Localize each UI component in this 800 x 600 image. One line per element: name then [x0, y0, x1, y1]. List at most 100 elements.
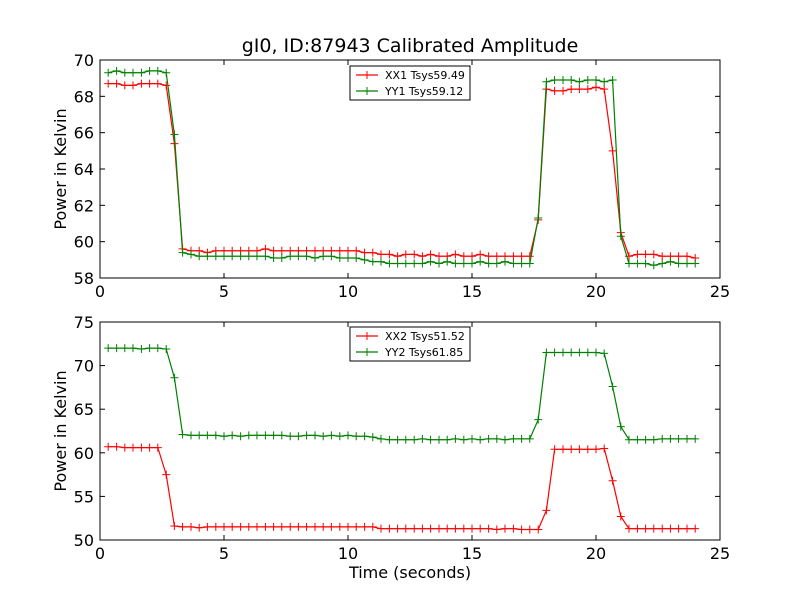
data-point — [195, 431, 204, 440]
data-point — [244, 252, 253, 261]
data-point — [666, 524, 675, 533]
data-point — [294, 432, 303, 441]
data-point — [476, 524, 485, 533]
data-point — [476, 250, 485, 259]
data-point — [451, 259, 460, 268]
data-point — [426, 435, 435, 444]
data-point — [616, 232, 625, 241]
data-point — [600, 349, 609, 358]
data-point — [319, 432, 328, 441]
legend-label-2: YY2 Tsys61.85 — [384, 346, 463, 359]
data-point — [410, 259, 419, 268]
legend-box — [349, 65, 471, 101]
data-point — [509, 259, 518, 268]
data-point — [649, 250, 658, 259]
data-point — [600, 85, 609, 94]
y-tick-label: 60 — [74, 444, 94, 463]
data-point — [252, 252, 261, 261]
x-tick-label: 5 — [219, 282, 229, 301]
plot-bottom: Power in Kelvin 0 5 10 15 20 25 50 55 60 65 70 75 X… — [51, 313, 730, 563]
data-point — [153, 344, 162, 353]
data-point — [137, 443, 146, 452]
data-point — [376, 250, 385, 259]
data-point — [236, 432, 245, 441]
legend-marker-1 — [363, 332, 371, 340]
data-point — [550, 86, 559, 95]
data-point — [691, 434, 700, 443]
data-point — [187, 431, 196, 440]
data-point — [153, 443, 162, 452]
data-point — [294, 522, 303, 531]
data-point — [674, 434, 683, 443]
data-point — [319, 252, 328, 261]
data-point — [344, 246, 352, 255]
data-point — [286, 252, 295, 261]
legend-label-2: YY1 Tsys59.12 — [384, 85, 463, 98]
data-point — [418, 252, 427, 261]
data-point — [500, 257, 509, 266]
data-point — [385, 524, 394, 533]
data-point — [327, 522, 336, 531]
chart-title: gI0, ID:87943 Calibrated Amplitude — [242, 35, 579, 57]
data-point — [476, 257, 485, 266]
data-point — [344, 254, 352, 263]
data-point — [500, 524, 509, 533]
data-point — [633, 250, 642, 259]
data-point — [633, 435, 642, 444]
data-point — [509, 252, 518, 261]
data-point — [666, 434, 675, 443]
x-axis-label: Time (seconds) — [348, 563, 471, 582]
data-point — [608, 146, 617, 155]
data-point — [178, 248, 187, 257]
data-point — [220, 522, 228, 531]
data-point — [385, 250, 394, 259]
data-point — [252, 431, 261, 440]
y-tick-label: 66 — [74, 124, 94, 143]
data-point — [120, 81, 129, 90]
data-point — [658, 524, 667, 533]
data-point — [608, 476, 617, 485]
y-tick-label: 60 — [74, 233, 94, 252]
data-point — [517, 252, 526, 261]
data-point — [277, 254, 286, 263]
data-point — [401, 259, 410, 268]
y-tick-label: 70 — [74, 51, 94, 70]
data-point — [525, 525, 534, 534]
data-point — [211, 522, 220, 531]
data-point — [616, 422, 625, 431]
data-point — [624, 435, 633, 444]
data-point — [360, 522, 369, 531]
x-tick-label: 10 — [338, 544, 358, 563]
data-point — [401, 250, 410, 259]
data-point — [360, 255, 369, 264]
data-point — [674, 252, 683, 261]
data-point — [261, 244, 270, 253]
data-point — [153, 66, 162, 75]
x-tick-label: 0 — [95, 282, 105, 301]
data-point — [286, 522, 295, 531]
data-point — [608, 382, 617, 391]
data-point — [261, 522, 270, 531]
data-point — [451, 250, 460, 259]
data-point — [534, 525, 543, 534]
legend-marker-2 — [363, 87, 371, 95]
data-point — [426, 250, 435, 259]
data-point — [443, 435, 452, 444]
data-point — [641, 250, 650, 259]
data-point — [435, 524, 444, 533]
data-point — [583, 85, 592, 94]
data-point — [228, 431, 237, 440]
data-point — [534, 214, 543, 223]
data-point — [410, 435, 419, 444]
data-point — [137, 68, 146, 77]
data-point — [674, 259, 683, 268]
data-point — [360, 248, 369, 257]
data-point — [277, 431, 286, 440]
data-point — [641, 435, 650, 444]
data-point — [294, 252, 303, 261]
data-point — [368, 257, 377, 266]
data-point — [244, 431, 253, 440]
data-point — [666, 257, 675, 266]
data-point — [592, 348, 600, 357]
data-point — [410, 250, 419, 259]
